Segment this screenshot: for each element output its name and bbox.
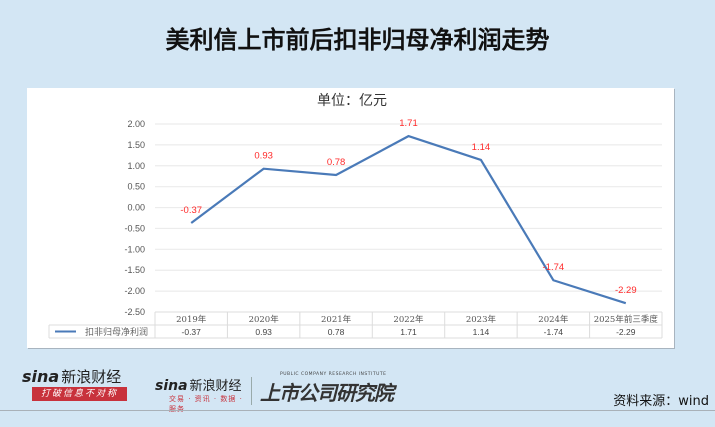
chart-panel: 单位：亿元 2.00 1.50 1.00 0.50 0.00 -0.50 -1.00 -1.5… xyxy=(27,88,674,348)
table-value: 0.78 xyxy=(328,327,345,337)
x-category-label: 2021年 xyxy=(321,314,352,325)
series-line xyxy=(190,134,627,305)
data-label: 0.93 xyxy=(254,151,273,162)
table-value: -2.29 xyxy=(616,327,636,337)
y-tick-label: -2.50 xyxy=(124,307,145,317)
x-category-label: 2025年前三季度 xyxy=(594,314,659,325)
data-label: 1.71 xyxy=(399,118,418,129)
line-chart: 2.00 1.50 1.00 0.50 0.00 -0.50 -1.00 -1.50 -2.00… xyxy=(48,118,663,339)
data-label: -2.29 xyxy=(615,285,637,296)
y-tick-label: -2.00 xyxy=(124,286,145,296)
legend-series-label: 扣非归母净利润 xyxy=(85,326,148,338)
x-category-label: 2020年 xyxy=(249,314,280,325)
table-value: -1.74 xyxy=(544,327,564,337)
x-category-label: 2023年 xyxy=(466,314,497,325)
y-tick-label: 1.50 xyxy=(127,140,145,150)
sina-brand-text: sina xyxy=(22,367,60,386)
data-label: -1.74 xyxy=(543,262,565,273)
data-label: -0.37 xyxy=(180,205,202,216)
sina-brand-text: sina xyxy=(155,378,188,394)
y-tick-label: 2.00 xyxy=(127,119,145,129)
table-value: 0.93 xyxy=(255,327,272,337)
y-tick-label: -1.00 xyxy=(124,244,145,254)
sina-finance-logo-small: sina 新浪财经 交易 · 资讯 · 数据 · 服务 xyxy=(155,375,250,413)
data-source: 资料来源：wind xyxy=(613,394,709,409)
sina-tagline: 打破信息不对称 xyxy=(32,387,127,401)
footer-divider xyxy=(0,410,715,411)
y-tick-label: -1.50 xyxy=(124,265,145,275)
table-value: 1.14 xyxy=(473,327,490,337)
unit-label: 单位：亿元 xyxy=(317,93,387,109)
data-label: 0.78 xyxy=(327,157,346,168)
sina-finance-text: 新浪财经 xyxy=(189,379,242,394)
y-tick-label: -0.50 xyxy=(124,223,145,233)
logo-divider xyxy=(251,377,252,405)
research-institute-logo: PUBLIC COMPANY RESEARCH INSTITUTE 上市公司研究… xyxy=(260,372,394,406)
sina-subline: 交易 · 资讯 · 数据 · 服务 xyxy=(169,395,243,413)
x-category-label: 2022年 xyxy=(393,314,424,325)
research-institute-cn: 上市公司研究院 xyxy=(260,381,394,405)
chart-title: 美利信上市前后扣非归母净利润走势 xyxy=(165,26,550,54)
y-tick-label: 1.00 xyxy=(127,161,145,171)
table-value: 1.71 xyxy=(400,327,417,337)
data-label: 1.14 xyxy=(472,142,491,153)
research-institute-en: PUBLIC COMPANY RESEARCH INSTITUTE xyxy=(280,372,387,377)
y-tick-label: 0.00 xyxy=(127,203,145,213)
x-category-label: 2024年 xyxy=(538,314,569,325)
y-tick-label: 0.50 xyxy=(127,182,145,192)
x-category-label: 2019年 xyxy=(176,314,207,325)
table-value: -0.37 xyxy=(182,327,202,337)
sina-finance-text: 新浪财经 xyxy=(61,368,122,386)
sina-finance-logo: sina 新浪财经 打破信息不对称 xyxy=(22,366,132,406)
